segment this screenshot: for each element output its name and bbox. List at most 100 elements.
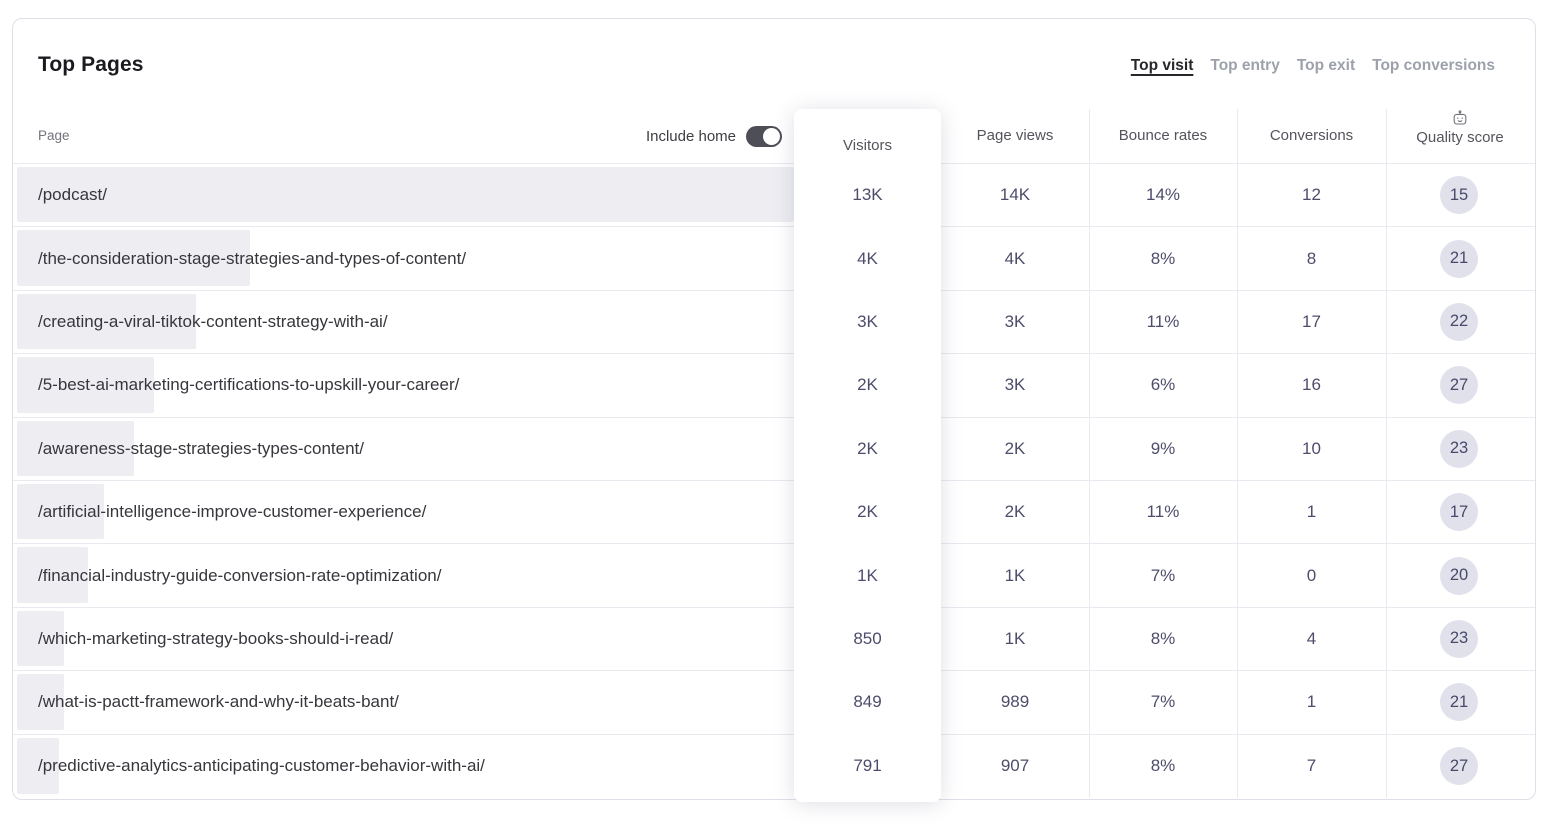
visitors-bar xyxy=(17,420,134,476)
column-header-conversions: Conversions xyxy=(1269,127,1354,144)
visitors-bar xyxy=(17,547,89,603)
cell-bounce-rate: 8% xyxy=(1150,756,1176,776)
page-path: /5-best-ai-marketing-certifications-to-u… xyxy=(38,375,460,395)
column-divider xyxy=(1237,109,1238,798)
cell-conversions: 4 xyxy=(1306,628,1317,648)
visitors-column-card: Visitors xyxy=(794,109,941,802)
column-header-quality-score: Quality score xyxy=(1416,129,1504,146)
cell-bounce-rate: 7% xyxy=(1150,565,1176,585)
cell-visitors: 2K xyxy=(857,502,878,522)
quality-score-badge: 21 xyxy=(1440,239,1478,278)
tab-top-entry[interactable]: Top entry xyxy=(1210,57,1280,74)
cell-page-views: 4K xyxy=(1004,248,1026,268)
cell-visitors: 849 xyxy=(853,692,882,712)
cell-page-views: 989 xyxy=(1000,692,1030,712)
cell-bounce-rate: 14% xyxy=(1145,185,1181,205)
column-header-bounce-rates: Bounce rates xyxy=(1118,127,1208,144)
page-path: /awareness-stage-strategies-types-conten… xyxy=(38,438,364,458)
cell-page-views: 2K xyxy=(1004,502,1026,522)
include-home-label: Include home xyxy=(645,128,736,145)
cell-conversions: 10 xyxy=(1302,438,1321,458)
table-row[interactable]: /artificial-intelligence-improve-custome… xyxy=(13,481,1535,545)
cell-conversions: 12 xyxy=(1302,185,1321,205)
page-title: Top Pages xyxy=(38,53,144,76)
top-pages-card: Top Pages Top visit Top entry Top exit T… xyxy=(12,18,1536,802)
toggle-knob xyxy=(763,128,780,145)
cell-bounce-rate: 11% xyxy=(1146,311,1180,331)
include-home-toggle[interactable] xyxy=(746,126,782,147)
visitors-bar xyxy=(17,737,59,794)
cell-conversions: 7 xyxy=(1306,756,1317,776)
table-row[interactable]: /what-is-pactt-framework-and-why-it-beat… xyxy=(13,671,1535,735)
table-row[interactable]: /podcast/ 13K 14K 14% 12 15 xyxy=(13,164,1535,228)
cell-bounce-rate: 9% xyxy=(1150,438,1176,458)
cell-visitors: 850 xyxy=(853,628,882,648)
column-header-visitors: Visitors xyxy=(843,137,892,154)
table-header: Page Include home Page views Bounce rate… xyxy=(13,109,1535,164)
quality-score-badge: 27 xyxy=(1440,747,1478,786)
cell-conversions: 17 xyxy=(1302,311,1321,331)
table-row[interactable]: /5-best-ai-marketing-certifications-to-u… xyxy=(13,354,1535,418)
quality-score-badge: 23 xyxy=(1440,619,1478,658)
visitors-bar xyxy=(17,230,251,286)
cell-visitors: 3K xyxy=(857,311,878,331)
quality-score-badge: 15 xyxy=(1440,176,1478,215)
cell-visitors: 791 xyxy=(853,756,882,776)
cell-page-views: 907 xyxy=(1000,756,1030,776)
table-body: /podcast/ 13K 14K 14% 12 15 /the-conside… xyxy=(13,164,1535,798)
page-path: /artificial-intelligence-improve-custome… xyxy=(38,502,427,522)
page-path: /which-marketing-strategy-books-should-i… xyxy=(38,628,394,648)
table-row[interactable]: /predictive-analytics-anticipating-custo… xyxy=(13,735,1535,798)
quality-score-badge: 23 xyxy=(1440,429,1478,468)
metric-tabs: Top visit Top entry Top exit Top convers… xyxy=(1131,57,1495,75)
cell-visitors: 1K xyxy=(857,565,878,585)
table-row[interactable]: /awareness-stage-strategies-types-conten… xyxy=(13,418,1535,481)
cell-visitors: 13K xyxy=(852,185,883,205)
cell-visitors: 2K xyxy=(857,375,878,395)
page-path: /creating-a-viral-tiktok-content-strateg… xyxy=(38,311,388,331)
tab-top-exit[interactable]: Top exit xyxy=(1296,57,1356,74)
page-path: /predictive-analytics-anticipating-custo… xyxy=(38,756,485,776)
visitors-bar xyxy=(17,293,196,350)
cell-conversions: 16 xyxy=(1302,375,1321,395)
cell-bounce-rate: 6% xyxy=(1150,375,1176,395)
column-header-page-views: Page views xyxy=(976,127,1054,144)
cell-bounce-rate: 11% xyxy=(1146,502,1180,522)
page-path: /the-consideration-stage-strategies-and-… xyxy=(38,248,467,268)
table-row[interactable]: /which-marketing-strategy-books-should-i… xyxy=(13,608,1535,672)
table-row[interactable]: /financial-industry-guide-conversion-rat… xyxy=(13,544,1535,608)
include-home-control: Include home xyxy=(13,109,782,164)
column-divider xyxy=(1089,109,1090,798)
quality-score-badge: 20 xyxy=(1440,556,1478,595)
visitors-bar xyxy=(17,167,794,223)
quality-score-badge: 21 xyxy=(1440,683,1478,722)
visitors-bar xyxy=(17,483,105,540)
quality-score-badge: 27 xyxy=(1440,366,1478,405)
cell-page-views: 3K xyxy=(1004,311,1026,331)
tab-top-conversions[interactable]: Top conversions xyxy=(1372,57,1495,74)
cell-page-views: 1K xyxy=(1004,628,1026,648)
cell-page-views: 3K xyxy=(1004,375,1026,395)
tab-top-visit[interactable]: Top visit xyxy=(1130,57,1194,74)
page-path: /podcast/ xyxy=(38,185,107,205)
cell-visitors: 2K xyxy=(857,438,878,458)
cell-conversions: 1 xyxy=(1306,502,1317,522)
table-row[interactable]: /creating-a-viral-tiktok-content-strateg… xyxy=(13,291,1535,355)
quality-score-badge: 22 xyxy=(1440,302,1478,341)
table-row[interactable]: /the-consideration-stage-strategies-and-… xyxy=(13,227,1535,291)
cell-bounce-rate: 8% xyxy=(1150,248,1176,268)
visitors-bar xyxy=(17,610,65,667)
column-divider xyxy=(1386,109,1387,798)
cell-conversions: 1 xyxy=(1306,692,1317,712)
cell-conversions: 8 xyxy=(1306,248,1317,268)
cell-bounce-rate: 7% xyxy=(1150,692,1176,712)
cell-page-views: 14K xyxy=(999,185,1031,205)
visitors-bar xyxy=(17,357,154,413)
page-path: /financial-industry-guide-conversion-rat… xyxy=(38,565,442,585)
page-path: /what-is-pactt-framework-and-why-it-beat… xyxy=(38,692,399,712)
visitors-bar xyxy=(17,674,65,730)
cell-page-views: 1K xyxy=(1004,565,1026,585)
robot-icon xyxy=(1386,110,1534,131)
cell-page-views: 2K xyxy=(1004,438,1026,458)
cell-bounce-rate: 8% xyxy=(1150,628,1176,648)
